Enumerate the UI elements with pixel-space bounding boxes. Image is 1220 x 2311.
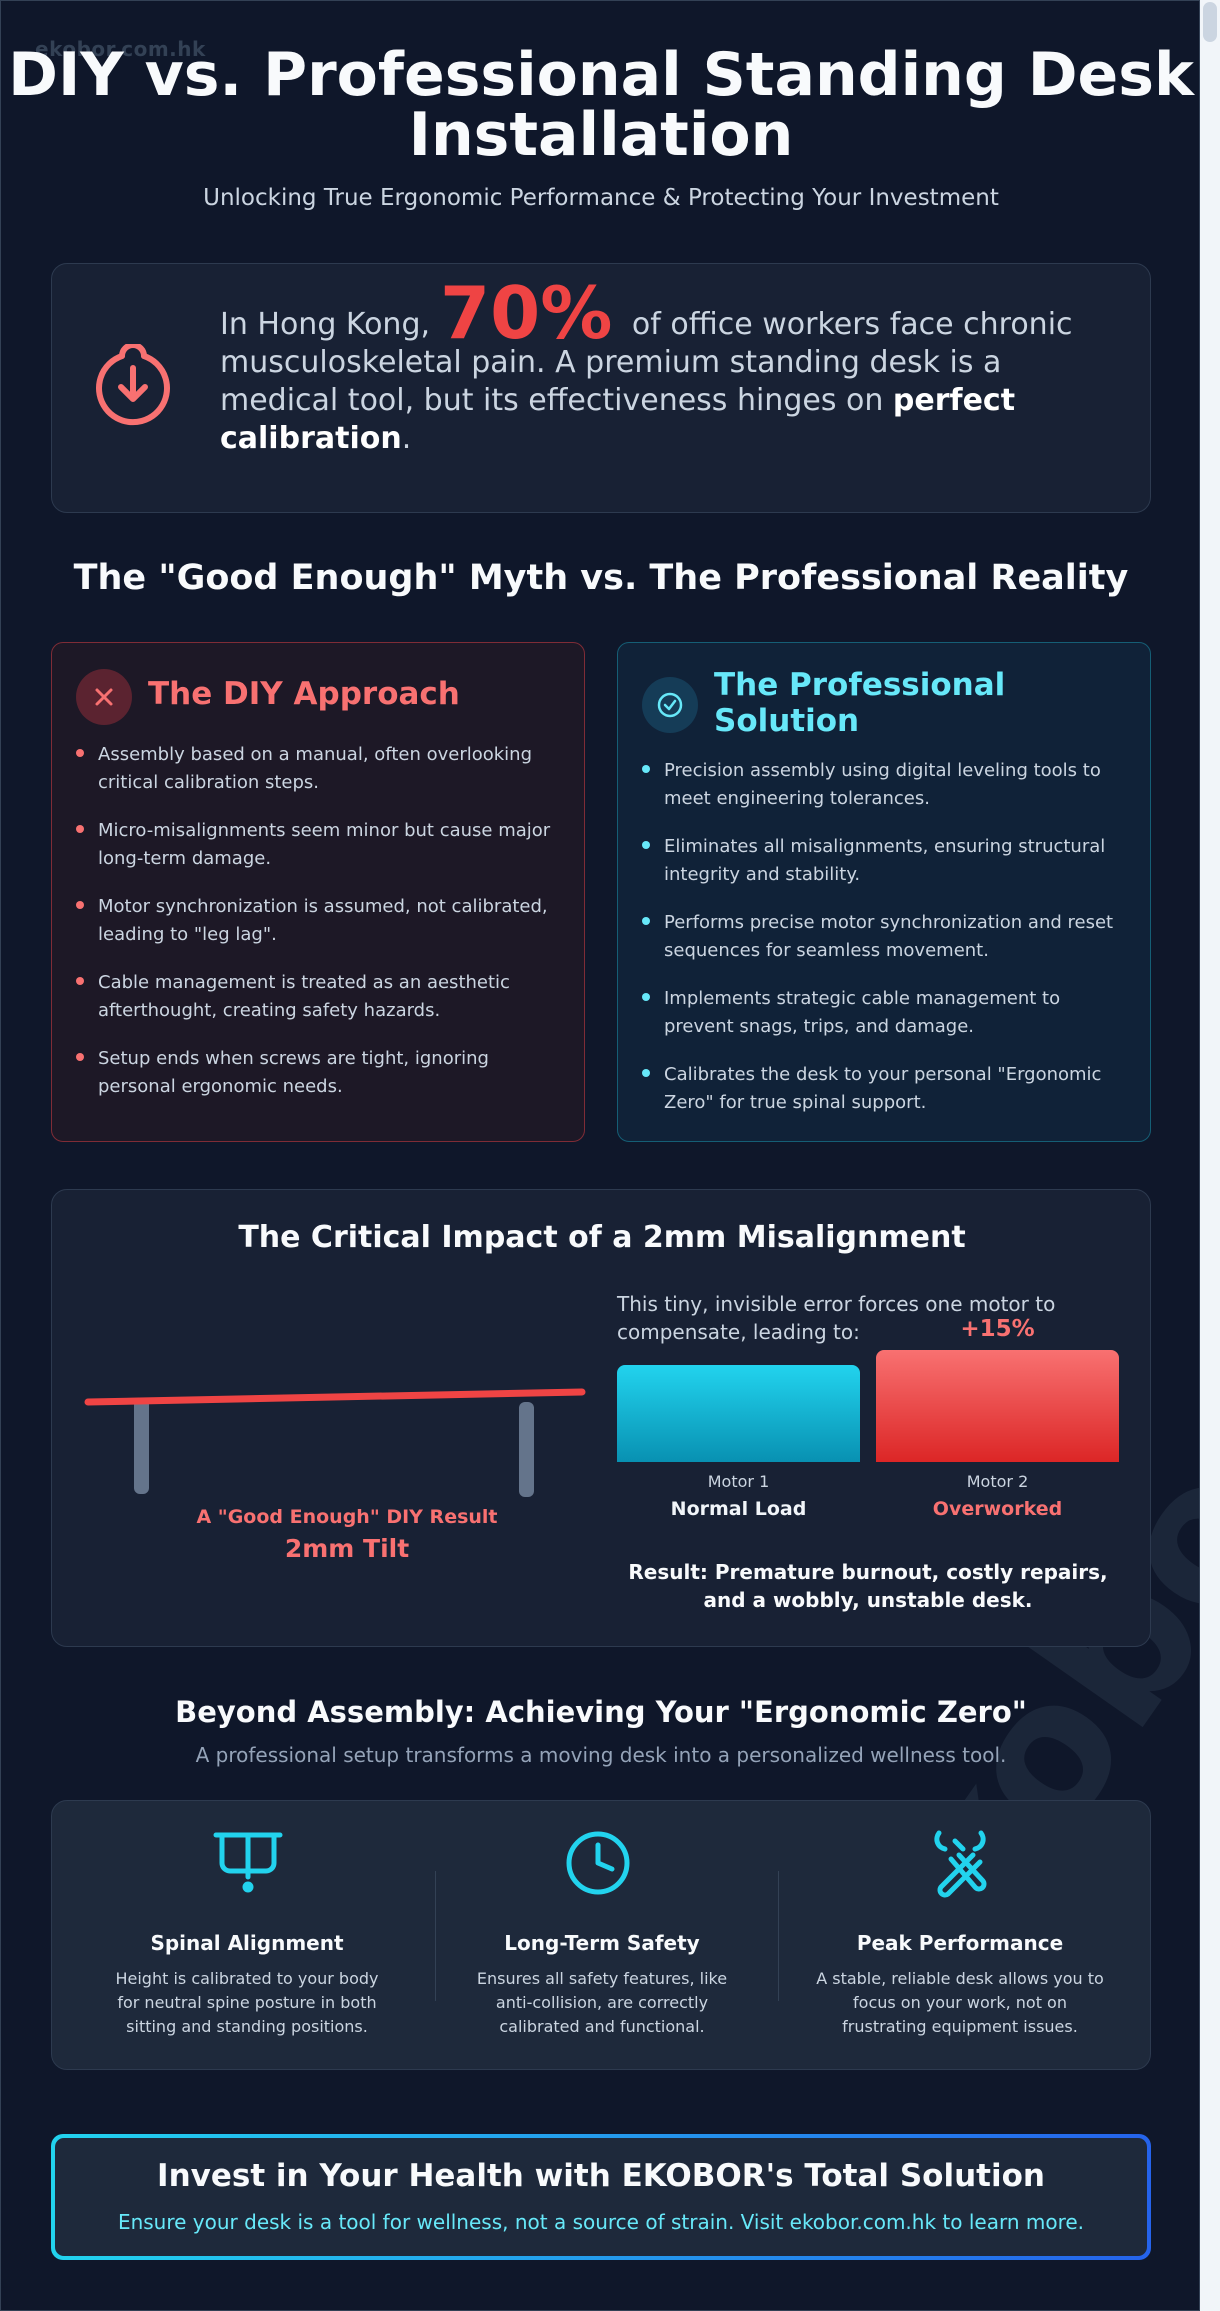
page-title: DIY vs. Professional Standing Desk Insta… [8,40,1194,170]
page-subtitle: Unlocking True Ergonomic Performance & P… [203,185,999,211]
list-item: Implements strategic cable management to… [642,985,1122,1041]
check-circle-icon [642,677,698,733]
pro-title: The Professional Solution [714,667,1006,739]
divider [778,1871,779,2001]
motor-label-1: Motor 1 [707,1472,770,1491]
desk-leg-right [519,1402,534,1497]
benefit-text: Ensures all safety features, like anti-c… [476,1969,728,2036]
list-item: Cable management is treated as an aesthe… [76,969,556,1025]
diy-card: The DIY Approach Assembly based on a man… [51,642,585,1142]
cta-text: Ensure your desk is a tool for wellness,… [117,2210,1085,2234]
list-item: Performs precise motor synchronization a… [642,909,1122,965]
list-item: Setup ends when screws are tight, ignori… [76,1045,556,1101]
desk-tilt-value: 2mm Tilt [284,1534,410,1563]
desk-icon [212,1827,284,1899]
intro-card: In Hong Kong, 70% of office workers face … [51,263,1151,513]
scrollbar[interactable] [1200,0,1220,2311]
intro-statement: In Hong Kong, 70% of office workers face … [220,271,1073,456]
motor-load-chart: Motor 1 Normal Load +15% Motor 2 Overwor… [617,1316,1119,1560]
benefit-spinal-alignment: Spinal Alignment Height is calibrated to… [82,1801,412,2071]
list-item: Micro-misalignments seem minor but cause… [76,817,556,873]
benefits-subtitle: A professional setup transforms a moving… [195,1743,1007,1767]
impact-title: The Critical Impact of a 2mm Misalignmen… [238,1220,966,1255]
download-circle-icon [92,342,174,426]
pro-card: The Professional Solution Precision asse… [617,642,1151,1142]
motor-status-2: Overworked [932,1498,1063,1520]
motor-value-label-2: +15% [960,1316,1035,1342]
pro-list: Precision assembly using digital levelin… [642,757,1122,1137]
desk-leg-left [134,1398,149,1494]
watermark: ekobor.com.hk [35,37,206,61]
diy-list: Assembly based on a manual, often overlo… [76,741,556,1121]
impact-card: The Critical Impact of a 2mm Misalignmen… [51,1189,1151,1647]
desk-caption: A "Good Enough" DIY Result [196,1506,498,1528]
motor-column-2: +15% Motor 2 Overworked [876,1316,1119,1560]
benefit-long-term-safety: Long-Term Safety Ensures all safety feat… [437,1801,767,2071]
list-item: Eliminates all misalignments, ensuring s… [642,833,1122,889]
list-item: Assembly based on a manual, often overlo… [76,741,556,797]
motor-status-1: Normal Load [670,1498,807,1520]
cta-title: Invest in Your Health with EKOBOR's Tota… [157,2158,1045,2194]
x-icon [76,669,132,725]
motor-bar-1 [617,1365,860,1462]
list-item: Precision assembly using digital levelin… [642,757,1122,813]
list-item: Motor synchronization is assumed, not ca… [76,893,556,949]
motor-column-1: Motor 1 Normal Load [617,1320,860,1560]
list-item: Calibrates the desk to your personal "Er… [642,1061,1122,1117]
benefit-title: Spinal Alignment [150,1931,344,1955]
tilted-desk-illustration [84,1388,586,1497]
scrollbar-thumb[interactable] [1203,2,1217,42]
benefit-text: Height is calibrated to your body for ne… [115,1969,379,2036]
motor-label-2: Motor 2 [966,1472,1029,1491]
tools-icon [925,1827,997,1899]
intro-stat: 70% [440,271,613,355]
benefit-title: Peak Performance [856,1931,1064,1955]
benefits-title: Beyond Assembly: Achieving Your "Ergonom… [175,1695,1027,1729]
benefit-peak-performance: Peak Performance A stable, reliable desk… [795,1801,1125,2071]
benefits-card: Spinal Alignment Height is calibrated to… [51,1800,1151,2070]
impact-result: Result: Premature burnout, costly repair… [628,1560,1108,1612]
divider [435,1871,436,2001]
benefit-text: A stable, reliable desk allows you to fo… [816,1969,1104,2036]
motor-bar-2 [876,1350,1119,1462]
cta-banner: Invest in Your Health with EKOBOR's Tota… [51,2134,1151,2260]
desk-top-tilted [84,1388,586,1406]
intro-emphasis: perfect calibration [220,383,1016,456]
clock-icon [562,1827,634,1899]
diy-title: The DIY Approach [148,676,460,712]
myth-heading: The "Good Enough" Myth vs. The Professio… [73,558,1129,598]
impact-description: This tiny, invisible error forces one mo… [617,1292,1056,1344]
benefit-title: Long-Term Safety [504,1931,700,1955]
